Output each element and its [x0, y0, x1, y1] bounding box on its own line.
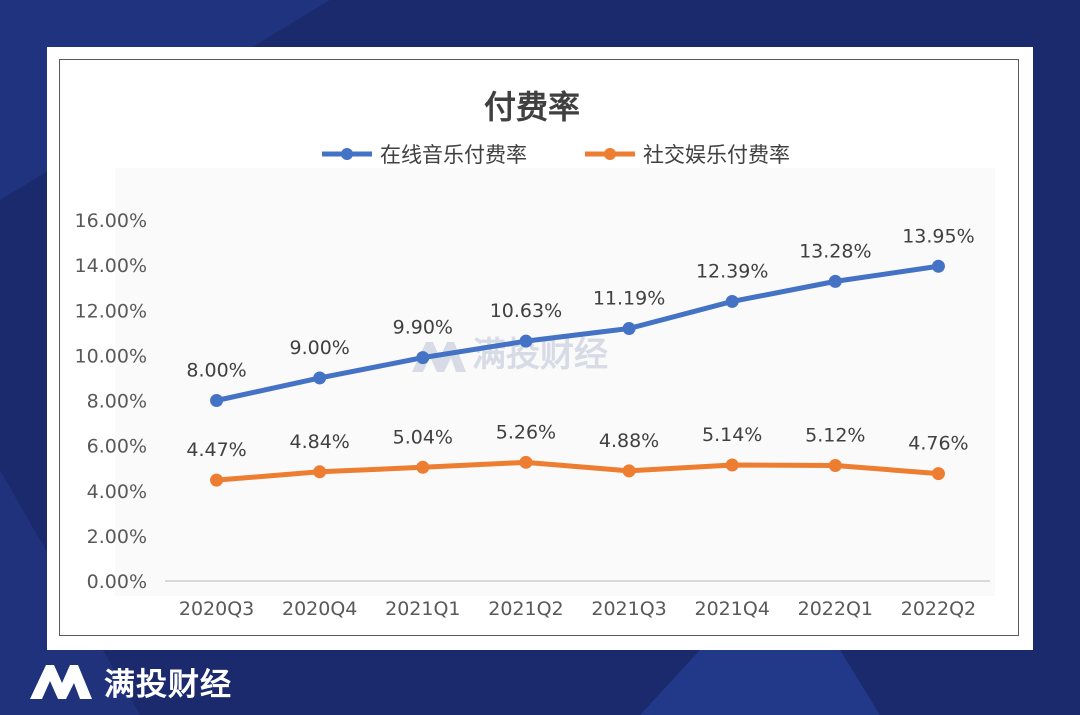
- legend: 在线音乐付费率 社交娱乐付费率: [322, 143, 790, 167]
- data-point: [210, 473, 224, 487]
- y-tick-label: 0.00%: [87, 571, 147, 593]
- data-label: 9.00%: [290, 337, 350, 359]
- data-label: 8.00%: [186, 360, 246, 382]
- y-tick-label: 2.00%: [87, 526, 147, 548]
- line-chart: 付费率 在线音乐付费率 社交娱乐付费率 满投财经 0.00%2.00%4.00%6…: [75, 88, 995, 620]
- legend-label: 在线音乐付费率: [380, 143, 527, 167]
- data-label: 10.63%: [490, 300, 562, 322]
- plot-area-background: [115, 168, 995, 596]
- y-tick-label: 16.00%: [75, 210, 147, 232]
- data-point: [416, 351, 430, 365]
- legend-swatch-marker: [341, 148, 353, 160]
- data-point: [931, 467, 945, 481]
- chart-card: 付费率 在线音乐付费率 社交娱乐付费率 满投财经 0.00% 2.00% 4.00% 6…: [47, 47, 1033, 650]
- x-tick-label: 2021Q4: [694, 598, 769, 620]
- data-point: [416, 460, 430, 474]
- y-tick-label: 8.00%: [87, 391, 147, 413]
- y-tick-label: 12.00%: [75, 300, 147, 322]
- legend-label: 社交娱乐付费率: [643, 143, 790, 167]
- data-point: [313, 465, 327, 479]
- y-tick-label: 6.00%: [87, 436, 147, 458]
- x-tick-label: 2021Q1: [385, 598, 460, 620]
- data-label: 5.14%: [702, 424, 762, 446]
- data-point: [622, 464, 636, 478]
- data-point: [931, 259, 945, 273]
- brand-logo-icon: [30, 665, 92, 699]
- data-label: 12.39%: [696, 260, 768, 282]
- series-line: [214, 263, 941, 403]
- chart-frame: 付费率 在线音乐付费率 社交娱乐付费率 满投财经 0.00% 2.00% 4.00% 6…: [59, 59, 1019, 636]
- y-tick-label: 10.00%: [75, 345, 147, 367]
- data-point: [828, 274, 842, 288]
- data-label: 13.95%: [902, 225, 974, 247]
- data-point: [313, 371, 327, 385]
- data-point: [725, 458, 739, 472]
- x-tick-label: 2021Q3: [591, 598, 666, 620]
- y-tick-label: 4.00%: [87, 481, 147, 503]
- data-label: 11.19%: [593, 288, 665, 310]
- series-line: [214, 459, 941, 483]
- x-axis: 2020Q3 2020Q4 2021Q1 2021Q2 2021Q3 2021Q4 2022…: [165, 580, 990, 620]
- series-layer: 8.00% 9.00% 9.90% 10.63% 11.19% 12.39% 13.28% 1…: [186, 225, 975, 487]
- data-label: 13.28%: [799, 240, 871, 262]
- data-point: [622, 322, 636, 336]
- series-social: 4.47% 4.84% 5.04% 5.26% 4.88% 5.14% 5.12% 4.76%: [186, 421, 969, 487]
- footer-logo: 满投财经: [28, 660, 232, 703]
- brand-name: 满投财经: [104, 666, 232, 703]
- data-point: [828, 458, 842, 472]
- x-tick-label: 2022Q1: [798, 598, 873, 620]
- chart-title: 付费率: [484, 88, 580, 126]
- data-point: [210, 394, 224, 407]
- data-point: [725, 294, 739, 308]
- data-label: 5.26%: [496, 421, 556, 443]
- x-tick-label: 2022Q2: [901, 598, 976, 620]
- data-label: 5.12%: [805, 424, 865, 446]
- y-axis: 0.00% 2.00% 4.00% 6.00% 8.00% 10.00% 12.00% 14.…: [75, 210, 147, 593]
- x-tick-label: 2020Q4: [282, 598, 357, 620]
- data-label: 5.04%: [393, 426, 453, 448]
- data-label: 4.84%: [290, 431, 350, 453]
- data-label: 4.76%: [908, 433, 968, 455]
- y-tick-label: 14.00%: [75, 255, 147, 277]
- data-point: [519, 334, 533, 348]
- data-point: [519, 455, 533, 469]
- legend-swatch-marker: [604, 148, 616, 160]
- x-tick-label: 2020Q3: [179, 598, 254, 620]
- data-label: 9.90%: [393, 317, 453, 339]
- data-label: 4.47%: [186, 439, 246, 461]
- x-tick-label: 2021Q2: [488, 598, 563, 620]
- data-label: 4.88%: [599, 430, 659, 452]
- series-music: 8.00% 9.00% 9.90% 10.63% 11.19% 12.39% 13.28% 1…: [186, 225, 975, 407]
